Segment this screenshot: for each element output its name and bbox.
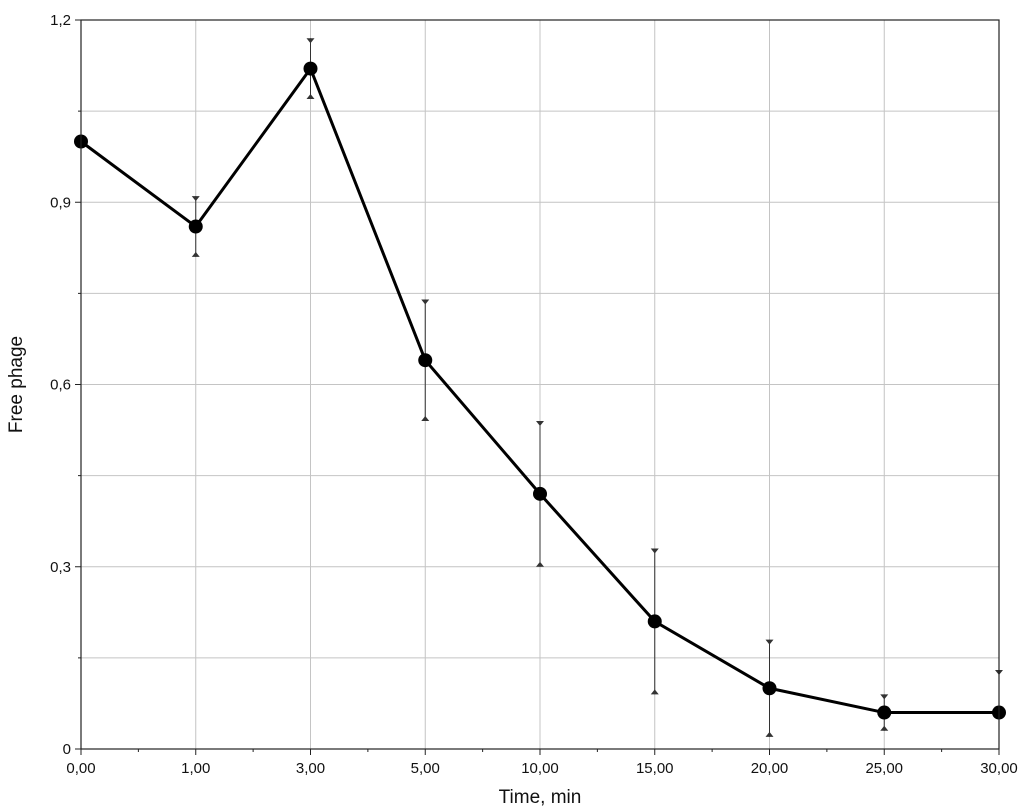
error-bar-cap-lower bbox=[306, 93, 315, 99]
x-tick-labels: 0,00 1,00 3,00 5,00 10,00 15,00 20,00 25,00 30,0… bbox=[66, 760, 1017, 777]
y-tick-label: 0,3 bbox=[50, 559, 71, 576]
x-tick-label: 20,00 bbox=[751, 760, 789, 777]
error-bar-cap-upper bbox=[880, 694, 889, 700]
x-tick-label: 30,00 bbox=[980, 760, 1018, 777]
y-tick-labels: 0 0,3 0,6 0,9 1,2 bbox=[50, 12, 71, 758]
axis-ticks bbox=[75, 19, 1000, 755]
error-bar-cap-upper bbox=[650, 548, 659, 554]
x-axis-title: Time, min bbox=[499, 787, 582, 808]
x-tick-label: 15,00 bbox=[636, 760, 674, 777]
data-point bbox=[533, 486, 547, 501]
error-bar-cap-lower bbox=[421, 415, 430, 421]
error-bar-cap-upper bbox=[421, 299, 430, 305]
data-point bbox=[188, 219, 203, 234]
data-point bbox=[762, 681, 777, 696]
error-bar-cap-lower bbox=[191, 251, 200, 257]
error-bar-cap-upper bbox=[191, 196, 200, 202]
error-bar-cap-lower bbox=[650, 689, 659, 695]
error-bar-cap-upper bbox=[765, 639, 774, 645]
data-point bbox=[877, 705, 892, 720]
y-tick-label: 1,2 bbox=[50, 12, 71, 29]
y-tick-label: 0,9 bbox=[50, 194, 71, 211]
x-tick-label: 25,00 bbox=[865, 760, 903, 777]
x-tick-label: 3,00 bbox=[296, 760, 325, 777]
error-bar-cap-lower bbox=[536, 561, 544, 567]
error-bar-cap-upper bbox=[536, 420, 544, 426]
y-tick-label: 0,6 bbox=[50, 377, 71, 394]
error-bar-cap-upper bbox=[306, 38, 315, 44]
x-tick-label: 1,00 bbox=[181, 760, 210, 777]
grid bbox=[80, 19, 1000, 750]
data-point bbox=[303, 61, 318, 76]
data-point bbox=[418, 353, 433, 368]
error-bar-cap-lower bbox=[765, 731, 774, 737]
error-bar-cap-lower bbox=[880, 725, 889, 731]
series bbox=[74, 38, 1006, 737]
y-axis-title: Free phage bbox=[6, 336, 27, 433]
y-tick-label: 0 bbox=[63, 741, 71, 758]
x-tick-label: 10,00 bbox=[521, 760, 559, 777]
data-point bbox=[647, 614, 662, 629]
x-tick-label: 5,00 bbox=[411, 760, 440, 777]
x-tick-label: 0,00 bbox=[66, 760, 95, 777]
